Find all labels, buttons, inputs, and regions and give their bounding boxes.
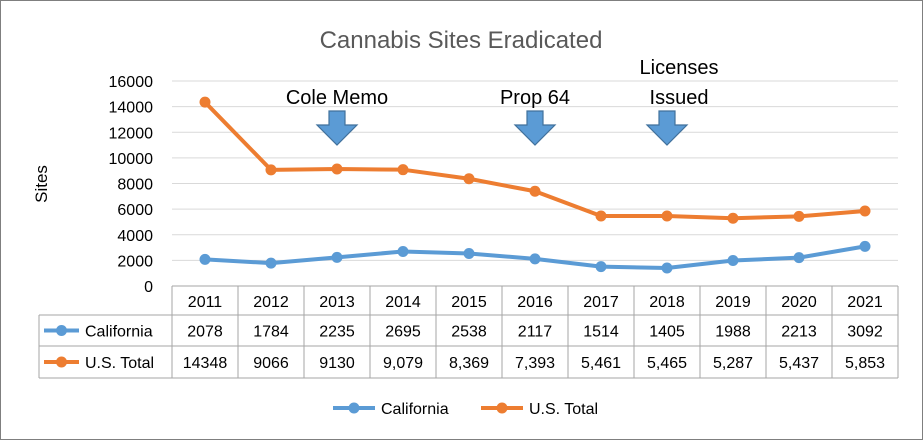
table-cell: 3092 [847, 324, 883, 341]
table-cell: 14348 [183, 355, 228, 372]
data-point [199, 96, 211, 108]
data-point [859, 240, 871, 252]
row-legend-marker [56, 356, 67, 368]
data-point [793, 252, 805, 264]
data-point [859, 205, 871, 217]
table-cell: 9130 [319, 355, 355, 372]
x-tick-label: 2019 [715, 294, 751, 311]
row-header-label: California [85, 324, 153, 341]
data-point [661, 262, 673, 274]
y-tick-label: 6000 [117, 202, 153, 219]
annotation-label: Cole Memo [286, 87, 388, 109]
annotation-label: Licenses [640, 57, 719, 79]
row-header-label: U.S. Total [85, 355, 154, 372]
y-tick-label: 4000 [117, 228, 153, 245]
data-point [397, 245, 409, 257]
data-point [331, 251, 343, 263]
table-cell: 1784 [253, 324, 289, 341]
annotation: Licenses Issued [640, 57, 719, 146]
table-cell: 5,465 [647, 355, 687, 372]
x-tick-label: 2015 [451, 294, 487, 311]
row-legend-marker [56, 325, 67, 336]
legend-entry: U.S. Total [481, 401, 598, 418]
y-axis-ticks: 0 2000 4000 6000 8000 10000 12000 14000 16000 [109, 74, 154, 296]
table-cell: 2117 [518, 324, 553, 341]
data-point [265, 164, 277, 176]
series-lines [199, 96, 871, 274]
down-arrow-icon [645, 110, 689, 146]
down-arrow-icon [315, 110, 359, 146]
x-tick-label: 2017 [583, 294, 619, 311]
data-table: 2011 2012 2013 2014 2015 2016 2017 2018 2019 2020… [38, 285, 899, 379]
table-cell: 2213 [781, 324, 817, 341]
x-tick-label: 2012 [253, 294, 289, 311]
x-tick-label: 2021 [847, 294, 883, 311]
series-california [199, 240, 871, 274]
annotation: Prop 64 [500, 87, 570, 146]
legend-marker [496, 402, 508, 414]
table-cell: 5,461 [581, 355, 621, 372]
table-cell: 5,853 [845, 355, 885, 372]
table-cell: 5,287 [713, 355, 753, 372]
data-point [727, 255, 739, 267]
y-tick-label: 10000 [109, 151, 154, 168]
data-point [793, 210, 805, 222]
table-cell: 8,369 [449, 355, 489, 372]
legend-marker [348, 402, 360, 414]
data-point [595, 210, 607, 222]
data-point [265, 257, 277, 269]
y-tick-label: 8000 [117, 177, 153, 194]
table-cell: 7,393 [515, 355, 555, 372]
x-tick-label: 2016 [517, 294, 553, 311]
data-point [661, 210, 673, 222]
table-cell: 2235 [319, 324, 355, 341]
table-cell: 1988 [715, 324, 751, 341]
x-tick-label: 2020 [781, 294, 817, 311]
annotation-label: Issued [650, 87, 709, 109]
chart-title: Cannabis Sites Eradicated [320, 27, 603, 54]
data-point [727, 212, 739, 224]
data-point [331, 163, 343, 175]
data-point [529, 253, 541, 265]
y-tick-label: 14000 [109, 100, 154, 117]
y-tick-label: 16000 [109, 74, 154, 91]
legend-label: U.S. Total [529, 401, 598, 418]
data-point [463, 173, 475, 185]
x-tick-label: 2018 [649, 294, 685, 311]
annotation: Cole Memo [286, 87, 388, 146]
down-arrow-icon [513, 110, 557, 146]
legend-label: California [381, 401, 449, 418]
table-cell: 9,079 [383, 355, 423, 372]
y-tick-label: 2000 [117, 253, 153, 270]
table-cell: 1405 [649, 324, 685, 341]
data-point [199, 253, 211, 265]
data-point [595, 261, 607, 273]
table-cell: 2538 [451, 324, 487, 341]
data-point [463, 247, 475, 259]
x-tick-label: 2011 [188, 294, 223, 311]
annotation-label: Prop 64 [500, 87, 570, 109]
table-cell: 9066 [253, 355, 289, 372]
data-point [529, 185, 541, 197]
annotations: Cole Memo Prop 64 Licenses Issued [286, 57, 719, 146]
legend: California U.S. Total [333, 401, 598, 418]
y-tick-label: 12000 [109, 125, 154, 142]
series-u-s-total [199, 96, 871, 224]
x-tick-label: 2014 [385, 294, 421, 311]
y-tick-label: 0 [144, 279, 153, 296]
y-axis-label: Sites [32, 165, 51, 203]
data-point [397, 164, 409, 176]
table-cell: 2078 [187, 324, 223, 341]
table-cell: 1514 [583, 324, 619, 341]
x-tick-label: 2013 [319, 294, 355, 311]
table-cell: 5,437 [779, 355, 819, 372]
legend-entry: California [333, 401, 449, 418]
table-cell: 2695 [385, 324, 421, 341]
